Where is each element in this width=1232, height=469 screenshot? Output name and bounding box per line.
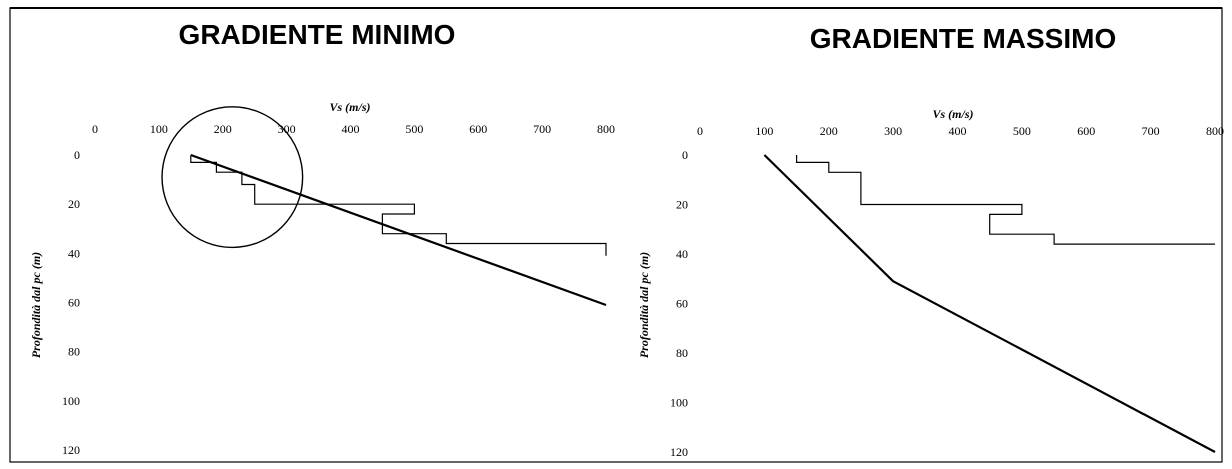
y-tick-label: 0: [682, 148, 688, 162]
x-tick-label: 200: [214, 122, 232, 136]
vs-profile-step-line: [795, 155, 1215, 245]
y-tick-label: 120: [670, 445, 688, 459]
y-tick-label: 100: [670, 396, 688, 410]
chart-title: GRADIENTE MASSIMO: [810, 23, 1116, 54]
y-tick-label: 80: [68, 345, 80, 359]
chart-gradiente-massimo: GRADIENTE MASSIMO Vs (m/s) Profondità da…: [637, 23, 1224, 459]
chart-title: GRADIENTE MINIMO: [179, 19, 456, 50]
x-tick-label: 500: [405, 122, 423, 136]
x-tick-label: 0: [697, 124, 703, 138]
x-tick-label: 300: [278, 122, 296, 136]
x-tick-label: 600: [1077, 124, 1095, 138]
y-tick-label: 60: [68, 296, 80, 310]
highlight-circle: [161, 106, 304, 249]
chart-gradiente-minimo: GRADIENTE MINIMO Vs (m/s) Profondità dal…: [29, 19, 615, 457]
y-tick-label: 100: [62, 394, 80, 408]
y-tick-label: 0: [74, 148, 80, 162]
x-axis-label: Vs (m/s): [329, 100, 370, 114]
x-tick-label: 800: [1206, 124, 1224, 138]
y-tick-label: 40: [676, 247, 688, 261]
vs-profile-step-line: [190, 155, 607, 256]
x-tick-label: 400: [949, 124, 967, 138]
x-axis-label: Vs (m/s): [932, 107, 973, 121]
x-tick-label: 200: [820, 124, 838, 138]
y-tick-label: 60: [676, 297, 688, 311]
y-tick-label: 20: [676, 198, 688, 212]
gradient-trend-line: [763, 154, 1216, 453]
x-tick-label: 300: [884, 124, 902, 138]
y-tick-label: 80: [676, 346, 688, 360]
y-axis-label: Profondità dal pc (m): [637, 252, 651, 358]
x-tick-label: 100: [150, 122, 168, 136]
x-tick-label: 0: [92, 122, 98, 136]
x-tick-label: 100: [755, 124, 773, 138]
x-tick-label: 800: [597, 122, 615, 136]
x-tick-label: 700: [533, 122, 551, 136]
y-tick-label: 120: [62, 443, 80, 457]
x-tick-label: 500: [1013, 124, 1031, 138]
x-tick-label: 400: [342, 122, 360, 136]
x-tick-label: 600: [469, 122, 487, 136]
y-axis-label: Profondità dal pc (m): [29, 252, 43, 358]
y-tick-label: 20: [68, 197, 80, 211]
y-tick-label: 40: [68, 246, 80, 260]
gradient-trend-line: [190, 153, 607, 307]
x-tick-label: 700: [1142, 124, 1160, 138]
